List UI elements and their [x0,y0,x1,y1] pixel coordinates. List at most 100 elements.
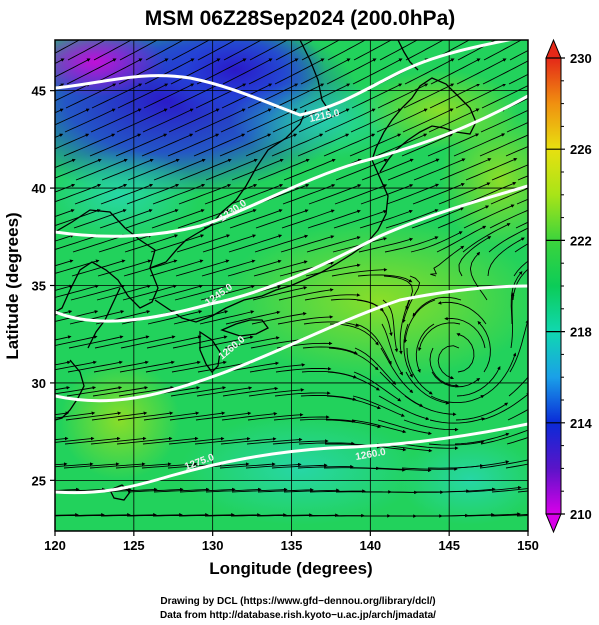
streamline [222,58,273,85]
colorbar-tick-label: 230 [570,51,592,66]
streamline [309,489,366,493]
streamline [306,236,361,253]
streamline [355,323,392,365]
streamline [480,108,528,133]
streamline [71,259,126,277]
streamline [517,175,528,181]
credit-drawing: Drawing by DCL (https://www.gfd−dennou.o… [160,596,435,607]
streamline [100,513,157,517]
streamline [65,411,122,421]
streamline [411,207,464,229]
streamline [223,40,263,61]
x-tick-label: 135 [281,538,303,553]
streamline [150,234,205,253]
streamline [299,83,351,109]
colorbar-tick-label: 222 [570,233,592,248]
streamline [179,487,236,493]
streamline [386,540,440,541]
streamline [444,316,486,349]
streamline [327,40,367,61]
streamline [199,310,255,325]
streamline [117,83,169,109]
streamline [273,415,330,421]
streamline [482,352,517,397]
x-tick-label: 125 [123,538,145,553]
streamline [303,321,360,327]
streamline [55,335,98,346]
streamline [404,395,457,417]
streamline [149,259,204,277]
streamline [326,395,381,410]
streamline [428,440,485,446]
streamline [97,259,152,277]
streamline [455,83,507,109]
streamline [356,299,393,337]
streamline [224,336,280,349]
streamline [429,347,459,388]
streamline [324,108,376,133]
y-axis-label: Latitude (degrees) [3,212,22,359]
streamline [124,234,179,253]
streamline [92,386,149,397]
streamline [410,231,463,253]
streamline [93,360,149,373]
streamline [178,513,235,517]
streamline [119,360,175,373]
streamline [94,335,150,349]
streamline [74,183,128,205]
streamline [205,487,262,493]
streamline [281,209,335,229]
streamline [99,209,153,229]
streamline [352,58,403,85]
streamline [143,411,200,421]
streamline [278,288,334,301]
streamline [430,58,481,85]
streamline [513,260,528,277]
streamline [69,310,125,325]
streamline [379,40,419,61]
streamline [55,462,68,466]
streamline [120,335,176,349]
streamline [301,40,341,61]
streamline [152,513,209,517]
colorbar: 210 214 218 222 226 230 [545,38,592,534]
streamline [90,436,147,445]
streamline [169,83,221,109]
streamline [352,395,405,417]
streamline [148,284,203,301]
streamline [195,83,247,109]
streamline [93,40,133,61]
streamline [429,417,486,424]
streamline [89,462,146,469]
streamline [274,391,331,397]
streamline [509,319,528,373]
streamline [247,413,304,421]
streamline [55,513,79,517]
streamline [403,323,413,378]
streamline [126,513,183,517]
streamline [250,337,307,349]
y-tick-label: 35 [32,279,46,294]
streamline [65,83,117,109]
streamline [401,467,458,471]
streamline [205,158,258,181]
streamline [300,58,351,85]
streamline [122,284,177,301]
y-tick-label: 45 [32,84,46,99]
streamline [384,236,439,253]
streamline [89,133,142,157]
streamline [67,40,107,61]
colorbar-extend-min [545,513,562,534]
streamline [283,158,336,181]
streamline [353,40,393,61]
streamline [141,133,194,157]
streamline [349,133,402,157]
streamline [172,335,228,349]
streamline [196,386,253,397]
streamline [333,209,387,229]
streamline [168,108,220,133]
streamline [116,108,168,133]
streamline [91,411,148,421]
streamline [490,187,528,205]
streamline [464,182,517,205]
